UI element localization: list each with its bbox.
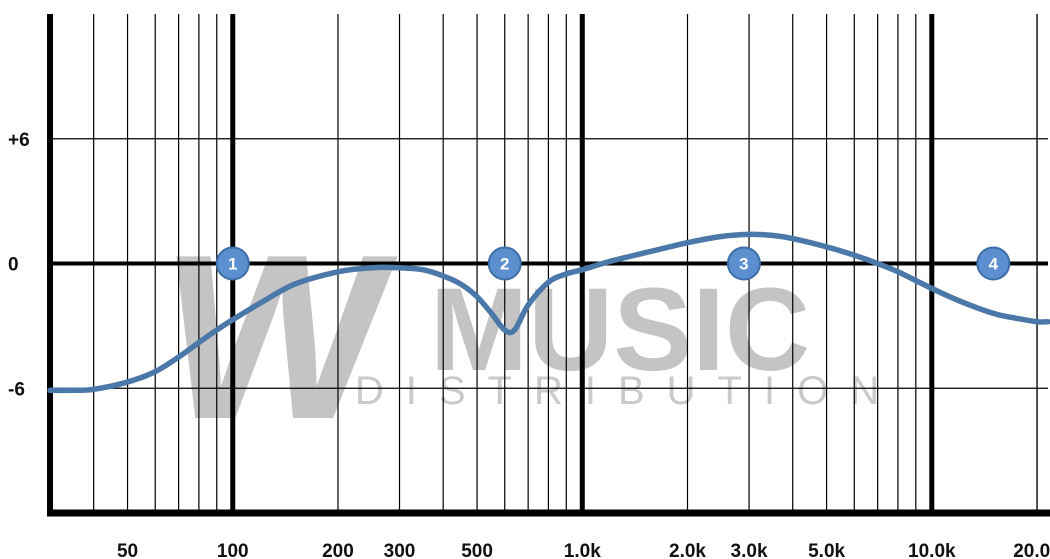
band-marker: 3 (726, 246, 761, 281)
x-tick-label: 10.0k (908, 541, 956, 559)
band-marker-circle (487, 246, 522, 281)
curves (47, 231, 1050, 394)
x-tick-label: 50 (117, 541, 138, 559)
y-tick-label: 0 (8, 255, 19, 276)
band-marker-circle (215, 246, 250, 281)
x-tick-label: 20.0k (1013, 541, 1050, 559)
grid (47, 14, 1050, 517)
band-marker: 4 (976, 246, 1011, 281)
band-marker-circle (976, 246, 1011, 281)
band-marker-label: 3 (739, 255, 748, 274)
band-marker-circle (726, 246, 761, 281)
band-marker-label: 4 (989, 255, 999, 274)
x-tick-label: 2.0k (669, 541, 706, 559)
watermark-logo-letter: W (146, 206, 405, 469)
y-tick-label: +6 (8, 130, 30, 151)
x-tick-label: 200 (322, 541, 354, 559)
y-tick-label: -6 (8, 379, 25, 400)
axis-labels: 50 100 200 300 500 1.0k 2.0k 3.0k 5.0k 10.0k 20.0k… (8, 130, 1050, 559)
x-tick-label: 3.0k (731, 541, 768, 559)
band-markers: 1 2 3 4 (215, 246, 1011, 281)
watermark-logo: W MUSIC DISTRIBUTION (146, 206, 901, 469)
x-tick-label: 5.0k (808, 541, 845, 559)
x-tick-label: 100 (217, 541, 249, 559)
x-tick-label: 1.0k (564, 541, 601, 559)
x-tick-label: 300 (384, 541, 416, 559)
eq-curve (47, 231, 1050, 394)
band-marker-label: 1 (228, 255, 237, 274)
watermark-word-distribution: DISTRIBUTION (355, 369, 901, 413)
x-tick-label: 500 (461, 541, 493, 559)
band-marker-label: 2 (500, 255, 509, 274)
band-marker: 1 (215, 246, 250, 281)
watermark-word-music: MUSIC (430, 264, 810, 396)
band-marker: 2 (487, 246, 522, 281)
